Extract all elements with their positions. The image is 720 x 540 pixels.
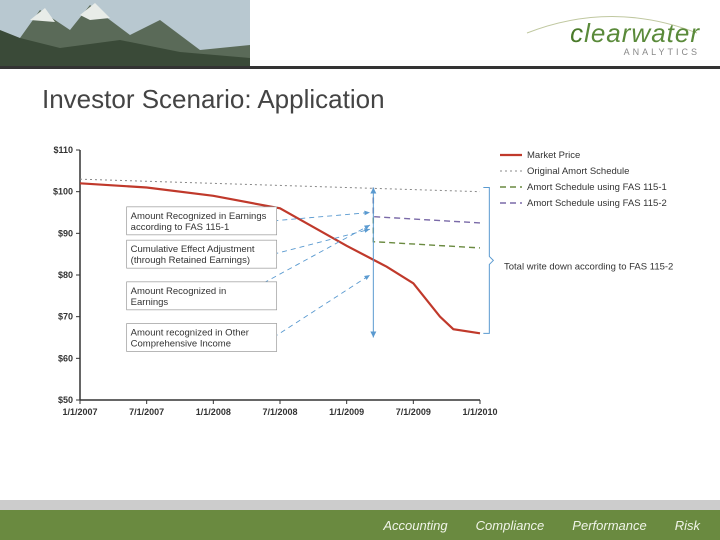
footer-top-stripe [0,500,720,510]
svg-text:Amount recognized in Other: Amount recognized in Other [131,328,249,339]
svg-text:Total write down according to: Total write down according to FAS 115-2 [504,262,673,273]
svg-text:Original Amort Schedule: Original Amort Schedule [527,166,629,177]
footer-bar: Accounting Compliance Performance Risk [0,510,720,540]
svg-text:1/1/2007: 1/1/2007 [62,407,97,417]
svg-text:1/1/2009: 1/1/2009 [329,407,364,417]
svg-text:$80: $80 [58,270,73,280]
svg-text:$90: $90 [58,228,73,238]
svg-text:7/1/2008: 7/1/2008 [262,407,297,417]
svg-text:1/1/2010: 1/1/2010 [462,407,497,417]
svg-text:Comprehensive Income: Comprehensive Income [131,339,231,350]
footer-item: Accounting [383,518,447,533]
svg-text:$100: $100 [53,187,73,197]
svg-text:Earnings: Earnings [131,297,169,308]
chart-area: $50 $60 $70 $80 $90 $100 $110 1/1/2007 7/1/2007 1… [40,140,680,460]
svg-text:Amort Schedule using FAS 115-2: Amort Schedule using FAS 115-2 [527,198,667,209]
logo: clearwater ANALYTICS [570,18,700,57]
svg-text:7/1/2007: 7/1/2007 [129,407,164,417]
header: clearwater ANALYTICS [0,0,720,70]
svg-text:according to FAS 115-1: according to FAS 115-1 [131,222,230,233]
svg-text:Amount Recognized in: Amount Recognized in [131,286,227,297]
header-rule [0,66,720,69]
logo-text: clearwater [570,18,700,49]
page-title: Investor Scenario: Application [42,84,385,115]
svg-text:Market Price: Market Price [527,150,580,161]
mountain-image [0,0,250,66]
footer-item: Compliance [476,518,545,533]
footer: Accounting Compliance Performance Risk [0,500,720,540]
svg-text:1/1/2008: 1/1/2008 [196,407,231,417]
svg-text:(through Retained Earnings): (through Retained Earnings) [131,255,250,266]
footer-item: Risk [675,518,700,533]
chart: $50 $60 $70 $80 $90 $100 $110 1/1/2007 7/1/2007 1… [40,140,680,440]
svg-text:$50: $50 [58,395,73,405]
svg-text:Cumulative Effect Adjustment: Cumulative Effect Adjustment [131,244,255,255]
svg-text:Amort Schedule using FAS 115-1: Amort Schedule using FAS 115-1 [527,182,667,193]
svg-text:7/1/2009: 7/1/2009 [396,407,431,417]
svg-text:$110: $110 [53,145,73,155]
svg-text:Amount Recognized in Earnings: Amount Recognized in Earnings [131,211,267,222]
svg-text:$60: $60 [58,353,73,363]
svg-text:$70: $70 [58,312,73,322]
footer-item: Performance [572,518,646,533]
